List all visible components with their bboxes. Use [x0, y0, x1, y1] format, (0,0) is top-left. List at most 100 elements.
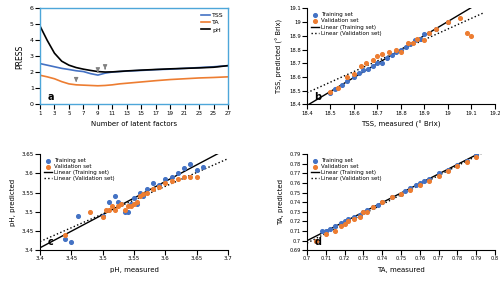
TSS	[225, 64, 231, 67]
TA	[124, 81, 130, 85]
TSS	[124, 69, 130, 73]
Validation set	[416, 183, 424, 187]
pH	[102, 70, 108, 74]
pH	[37, 24, 43, 28]
Validation set	[312, 238, 320, 243]
Validation set	[425, 179, 433, 183]
Validation set	[340, 222, 348, 226]
TSS	[80, 70, 86, 73]
Validation set	[149, 187, 157, 191]
Training set	[118, 202, 126, 206]
Training set	[61, 236, 69, 241]
TSS	[182, 67, 188, 70]
Training set	[363, 208, 371, 212]
Validation set	[118, 202, 126, 206]
TSS	[110, 70, 116, 74]
Training set	[397, 47, 405, 52]
TA	[66, 82, 72, 85]
Training set	[322, 229, 330, 233]
Validation set	[130, 202, 138, 206]
Training set	[155, 183, 163, 187]
Validation set	[468, 34, 475, 38]
Validation set	[362, 61, 370, 65]
Validation set	[180, 175, 188, 180]
Training set	[133, 202, 141, 206]
Validation set	[378, 200, 386, 204]
Y-axis label: TA, predicted: TA, predicted	[278, 179, 284, 225]
Validation set	[168, 179, 175, 183]
pH	[138, 69, 144, 72]
TA	[73, 83, 79, 87]
TA	[80, 83, 86, 87]
pH	[167, 67, 173, 71]
TA	[95, 84, 101, 87]
Validation set	[344, 219, 352, 224]
Y-axis label: PRESS: PRESS	[15, 44, 24, 69]
TSS	[52, 65, 58, 69]
Training set	[472, 153, 480, 157]
Training set	[120, 209, 128, 214]
Training set	[350, 214, 358, 219]
TA	[116, 82, 122, 85]
Validation set	[414, 36, 422, 41]
Training set	[420, 179, 428, 183]
Validation set	[406, 187, 414, 192]
pH	[73, 66, 79, 69]
pH	[95, 70, 101, 73]
TA	[182, 77, 188, 80]
Training set	[374, 61, 382, 65]
Validation set	[186, 175, 194, 180]
Validation set	[388, 195, 396, 200]
Text: b: b	[314, 92, 322, 101]
TA	[58, 80, 64, 83]
Training set	[397, 191, 405, 196]
Training set	[369, 205, 377, 209]
TSS	[73, 69, 79, 72]
Training set	[326, 91, 334, 96]
Validation set	[420, 38, 428, 42]
pH	[210, 65, 216, 69]
Text: d: d	[314, 237, 322, 247]
Validation set	[98, 215, 106, 220]
Training set	[140, 194, 147, 199]
Training set	[98, 213, 106, 218]
Validation set	[124, 204, 132, 208]
Validation set	[140, 192, 147, 197]
TSS	[88, 72, 94, 75]
Training set	[124, 209, 132, 214]
Validation set	[463, 31, 471, 35]
TA	[210, 76, 216, 79]
X-axis label: TA, measured: TA, measured	[377, 267, 425, 273]
TSS	[58, 67, 64, 70]
X-axis label: TSS, measured (° Brix): TSS, measured (° Brix)	[361, 121, 440, 128]
Validation set	[136, 194, 144, 199]
TSS	[210, 65, 216, 69]
Y-axis label: TSS, predicted (° Brix): TSS, predicted (° Brix)	[276, 19, 283, 94]
Validation set	[397, 192, 405, 197]
Validation set	[350, 217, 358, 222]
Training set	[350, 75, 358, 79]
Training set	[425, 177, 433, 181]
pH	[196, 66, 202, 70]
pH	[80, 67, 86, 71]
Validation set	[142, 190, 150, 195]
Validation set	[322, 232, 330, 236]
Validation set	[337, 224, 345, 228]
Validation set	[408, 40, 416, 45]
pH	[182, 67, 188, 70]
Validation set	[456, 16, 464, 20]
Line: TSS: TSS	[40, 64, 228, 75]
Training set	[356, 212, 364, 217]
TA	[52, 77, 58, 80]
Training set	[364, 67, 372, 71]
Validation set	[454, 164, 462, 168]
Validation set	[155, 185, 163, 189]
Validation set	[334, 86, 342, 90]
pH	[152, 68, 158, 71]
Training set	[444, 167, 452, 172]
TSS	[44, 64, 50, 67]
TSS	[167, 67, 173, 71]
Training set	[406, 185, 414, 190]
Training set	[114, 200, 122, 204]
Validation set	[444, 169, 452, 174]
